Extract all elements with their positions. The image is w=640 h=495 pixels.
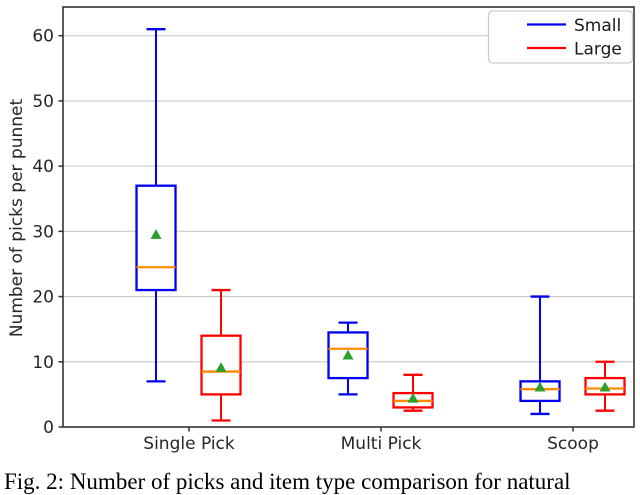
boxplot-chart: 0 10 20 30 40 50 60 Single Pick Multi Pick Scoop S… — [7, 6, 635, 454]
figure-caption: Fig. 2: Number of picks and item type co… — [4, 469, 571, 494]
x-tick-label-single-pick: Single Pick — [143, 434, 235, 454]
legend-box — [487, 10, 634, 64]
y-tick-label: 50 — [32, 92, 54, 112]
figure: 0 10 20 30 40 50 60 Single Pick Multi Pick Scoop S… — [4, 6, 635, 494]
y-tick-label: 0 — [43, 418, 54, 438]
y-tick-label: 30 — [32, 222, 54, 242]
y-axis-label: Number of picks per punnet — [7, 99, 27, 338]
mean-marker-single-pick-large — [215, 362, 227, 372]
y-tick-label: 10 — [32, 353, 54, 373]
legend-label-large: Large — [574, 40, 622, 60]
mean-marker-multi-pick-large — [407, 392, 419, 403]
mean-marker-multi-pick-small — [342, 349, 354, 360]
y-tick-label: 60 — [32, 27, 54, 47]
x-tick-label-multi-pick: Multi Pick — [341, 434, 422, 454]
y-tick-label: 40 — [32, 157, 54, 177]
plot-border — [62, 6, 635, 428]
y-tick-label: 20 — [32, 288, 54, 308]
x-tick-label-scoop: Scoop — [547, 434, 599, 454]
mean-marker-scoop-small — [534, 381, 546, 392]
mean-marker-scoop-large — [599, 381, 611, 392]
legend-label-small: Small — [574, 16, 621, 36]
mean-marker-single-pick-small — [150, 229, 162, 239]
